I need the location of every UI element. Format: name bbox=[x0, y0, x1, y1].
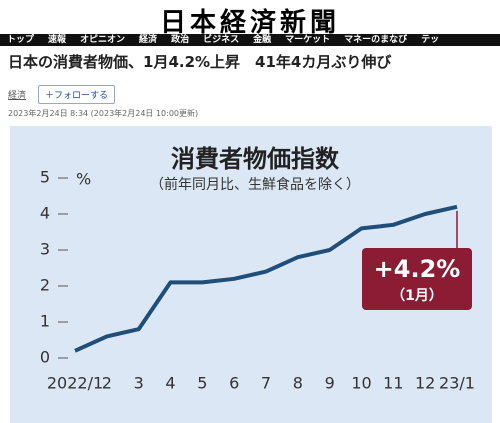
y-tick-label: 0 bbox=[40, 348, 50, 367]
nav-item[interactable]: テッ bbox=[421, 35, 440, 45]
annotation-box bbox=[362, 248, 472, 310]
follow-button[interactable]: ＋フォローする bbox=[38, 85, 116, 104]
x-tick-label: 2022/1 bbox=[47, 374, 103, 393]
chart-title: 消費者物価指数 bbox=[171, 145, 340, 173]
nav-item[interactable]: 政治 bbox=[171, 35, 190, 45]
masthead[interactable]: 日本経済新聞 bbox=[159, 8, 340, 38]
nav-item[interactable]: 金融 bbox=[253, 35, 272, 45]
y-tick-label: 2 bbox=[40, 276, 50, 295]
headline: 日本の消費者物価、1月4.2%上昇 41年4カ月ぶり伸び bbox=[8, 53, 392, 71]
x-tick-label: 12 bbox=[415, 374, 435, 393]
date: 2023年2月24日 8:34 (2023年2月24日 10:00更新) bbox=[8, 109, 199, 118]
x-tick-label: 3 bbox=[134, 374, 144, 393]
nav-item[interactable]: マーケット bbox=[285, 35, 331, 45]
x-tick-label: 10 bbox=[351, 374, 371, 393]
y-tick-label: 1 bbox=[40, 312, 50, 331]
nav-item[interactable]: マネーのまなび bbox=[344, 35, 408, 45]
annotation-note: （1月） bbox=[391, 288, 443, 304]
nav-item[interactable]: オピニオン bbox=[80, 35, 126, 45]
nav-item[interactable]: ビジネス bbox=[203, 35, 240, 45]
x-tick-label: 6 bbox=[229, 374, 239, 393]
nav-item[interactable]: 経済 bbox=[139, 35, 158, 45]
x-tick-label: 5 bbox=[197, 374, 207, 393]
nav-item[interactable]: トップ bbox=[7, 35, 35, 45]
x-tick-label: 8 bbox=[293, 374, 303, 393]
x-tick-label: 4 bbox=[165, 374, 175, 393]
x-tick-label: 23/1 bbox=[439, 374, 475, 393]
nav-bar: トップ 速報 オピニオン 経済 政治 ビジネス 金融 マーケット マネーのまなび テッ bbox=[0, 34, 500, 46]
annotation: +4.2% bbox=[374, 255, 461, 283]
line bbox=[74, 204, 458, 353]
chart-subtitle: （前年同月比、生鮮食品を除く） bbox=[150, 176, 360, 193]
x-tick-label: 2 bbox=[102, 374, 112, 393]
y-tick-label: 4 bbox=[40, 204, 50, 223]
x-tick-label: 7 bbox=[261, 374, 271, 393]
y-unit: % bbox=[76, 170, 91, 189]
x-tick-label: 9 bbox=[325, 374, 335, 393]
nav-item[interactable]: 速報 bbox=[48, 35, 67, 45]
x-tick-label: 11 bbox=[383, 374, 403, 393]
y-tick-label: 5 bbox=[40, 168, 50, 187]
tag[interactable]: 経済 bbox=[8, 91, 27, 101]
y-tick-label: 3 bbox=[40, 240, 50, 259]
